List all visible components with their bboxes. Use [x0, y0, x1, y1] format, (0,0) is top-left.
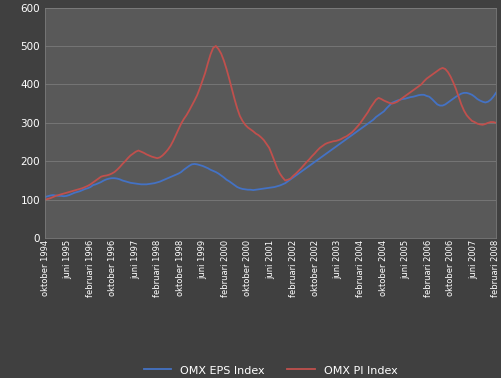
OMX EPS Index	[258, 187, 264, 191]
OMX PI Index	[447, 74, 453, 79]
OMX PI Index	[106, 172, 112, 177]
Legend: OMX EPS Index, OMX PI Index: OMX EPS Index, OMX PI Index	[144, 366, 397, 376]
OMX EPS Index	[445, 100, 451, 105]
OMX PI Index	[213, 44, 219, 48]
OMX PI Index	[264, 142, 270, 146]
Line: OMX EPS Index: OMX EPS Index	[45, 93, 496, 197]
OMX EPS Index	[210, 169, 216, 173]
OMX PI Index	[210, 46, 216, 50]
OMX EPS Index	[493, 91, 499, 95]
OMX PI Index	[261, 138, 267, 143]
OMX PI Index	[282, 178, 288, 183]
OMX PI Index	[493, 121, 499, 125]
OMX EPS Index	[280, 182, 286, 187]
OMX EPS Index	[42, 195, 48, 199]
OMX PI Index	[42, 197, 48, 202]
OMX EPS Index	[261, 186, 267, 191]
Line: OMX PI Index: OMX PI Index	[45, 46, 496, 200]
OMX EPS Index	[461, 91, 467, 95]
OMX EPS Index	[106, 176, 112, 181]
